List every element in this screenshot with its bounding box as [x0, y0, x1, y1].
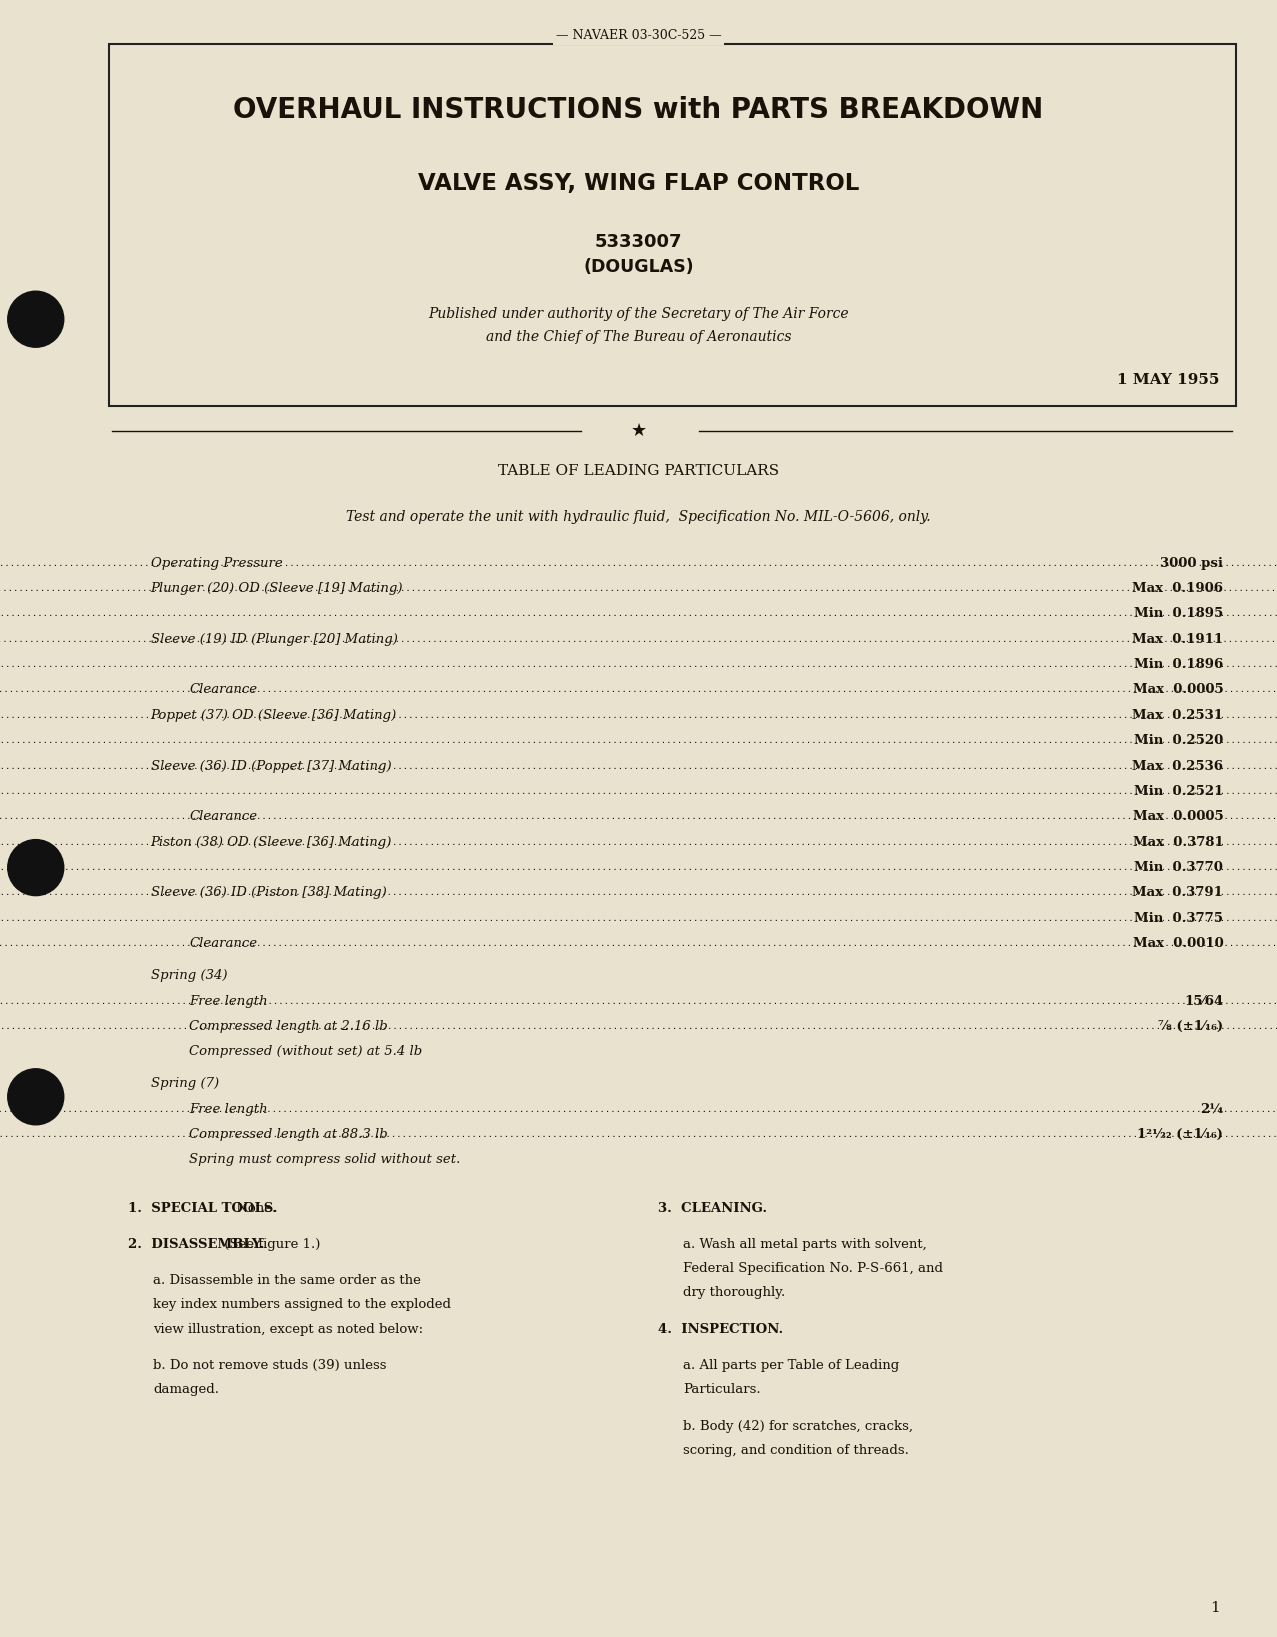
Text: and the Chief of The Bureau of Aeronautics: and the Chief of The Bureau of Aeronauti…	[485, 331, 792, 344]
Text: — NAVAER 03-30C-525 —: — NAVAER 03-30C-525 —	[555, 29, 722, 43]
Text: Spring (34): Spring (34)	[151, 969, 227, 982]
Text: Min  0.2520: Min 0.2520	[1134, 735, 1223, 746]
Text: ................................................................................: ........................................…	[0, 710, 1277, 720]
Text: 2¼: 2¼	[1200, 1103, 1223, 1115]
Text: ⅞ (±1⁄₁₆): ⅞ (±1⁄₁₆)	[1158, 1020, 1223, 1033]
Text: Test and operate the unit with hydraulic fluid,  Specification No. MIL-O-5606, o: Test and operate the unit with hydraulic…	[346, 511, 931, 524]
Text: ................................................................................: ........................................…	[0, 761, 1277, 771]
Text: Min  0.3770: Min 0.3770	[1134, 861, 1223, 874]
Text: OVERHAUL INSTRUCTIONS with PARTS BREAKDOWN: OVERHAUL INSTRUCTIONS with PARTS BREAKDO…	[234, 95, 1043, 124]
Text: None.: None.	[232, 1202, 276, 1215]
Text: Min  0.1895: Min 0.1895	[1134, 607, 1223, 620]
Text: Max  0.2536: Max 0.2536	[1133, 760, 1223, 773]
Text: Compressed length at 2.16 lb: Compressed length at 2.16 lb	[189, 1020, 388, 1033]
Text: Max  0.0010: Max 0.0010	[1133, 938, 1223, 949]
Text: Max  0.1911: Max 0.1911	[1133, 634, 1223, 645]
Text: ................................................................................: ........................................…	[0, 787, 1277, 796]
Text: 1: 1	[1209, 1601, 1220, 1614]
Text: Poppet (37) OD (Sleeve [36] Mating): Poppet (37) OD (Sleeve [36] Mating)	[151, 709, 397, 722]
Text: Sleeve (36) ID (Piston [38] Mating): Sleeve (36) ID (Piston [38] Mating)	[151, 887, 387, 899]
Text: Max  0.0005: Max 0.0005	[1133, 810, 1223, 823]
Text: ................................................................................: ........................................…	[0, 838, 1277, 846]
Text: dry thoroughly.: dry thoroughly.	[683, 1287, 785, 1300]
Text: ................................................................................: ........................................…	[0, 558, 1277, 568]
Text: ................................................................................: ........................................…	[0, 1105, 1277, 1113]
Text: Clearance: Clearance	[189, 810, 257, 823]
Text: (See figure 1.): (See figure 1.)	[221, 1238, 321, 1251]
Text: ................................................................................: ........................................…	[0, 1021, 1277, 1031]
Text: Min  0.1896: Min 0.1896	[1134, 658, 1223, 671]
Text: Published under authority of the Secretary of The Air Force: Published under authority of the Secreta…	[428, 308, 849, 321]
Circle shape	[8, 840, 64, 895]
Text: Plunger (20) OD (Sleeve [19] Mating): Plunger (20) OD (Sleeve [19] Mating)	[151, 583, 404, 594]
Text: ................................................................................: ........................................…	[0, 889, 1277, 897]
Text: 1.  SPECIAL TOOLS.: 1. SPECIAL TOOLS.	[128, 1202, 277, 1215]
Text: a. Wash all metal parts with solvent,: a. Wash all metal parts with solvent,	[683, 1238, 927, 1251]
Text: VALVE ASSY, WING FLAP CONTROL: VALVE ASSY, WING FLAP CONTROL	[418, 172, 859, 195]
Text: Spring (7): Spring (7)	[151, 1077, 218, 1090]
Text: Clearance: Clearance	[189, 684, 257, 696]
Text: ................................................................................: ........................................…	[0, 635, 1277, 643]
Text: 5333007: 5333007	[595, 234, 682, 250]
Text: Max  0.2531: Max 0.2531	[1133, 709, 1223, 722]
Text: Max  0.0005: Max 0.0005	[1133, 684, 1223, 696]
Text: Clearance: Clearance	[189, 938, 257, 949]
Text: Operating Pressure: Operating Pressure	[151, 557, 282, 570]
Text: ★: ★	[631, 422, 646, 439]
Text: view illustration, except as noted below:: view illustration, except as noted below…	[153, 1323, 424, 1336]
Text: a. Disassemble in the same order as the: a. Disassemble in the same order as the	[153, 1274, 421, 1287]
Text: Max  0.3781: Max 0.3781	[1133, 837, 1223, 848]
Text: 1²¹⁄₃₂ (±1⁄₁₆): 1²¹⁄₃₂ (±1⁄₁₆)	[1138, 1128, 1223, 1141]
Text: b. Do not remove studs (39) unless: b. Do not remove studs (39) unless	[153, 1359, 387, 1372]
Text: Federal Specification No. P-S-661, and: Federal Specification No. P-S-661, and	[683, 1262, 944, 1275]
Text: Piston (38) OD (Sleeve [36] Mating): Piston (38) OD (Sleeve [36] Mating)	[151, 837, 392, 848]
Text: scoring, and condition of threads.: scoring, and condition of threads.	[683, 1444, 909, 1457]
Circle shape	[8, 1069, 64, 1125]
Text: 4.  INSPECTION.: 4. INSPECTION.	[658, 1323, 783, 1336]
Text: ................................................................................: ........................................…	[0, 997, 1277, 1005]
Text: damaged.: damaged.	[153, 1383, 220, 1396]
Text: Max  0.1906: Max 0.1906	[1133, 583, 1223, 594]
Text: ................................................................................: ........................................…	[0, 940, 1277, 948]
Circle shape	[8, 291, 64, 347]
Bar	[109, 44, 1236, 406]
Text: Free length: Free length	[189, 1103, 268, 1115]
Text: 15⁄64: 15⁄64	[1184, 995, 1223, 1007]
Text: Particulars.: Particulars.	[683, 1383, 761, 1396]
Text: 3000 psi: 3000 psi	[1161, 557, 1223, 570]
Text: ................................................................................: ........................................…	[0, 686, 1277, 694]
Text: ................................................................................: ........................................…	[0, 1130, 1277, 1139]
Text: 1 MAY 1955: 1 MAY 1955	[1117, 373, 1220, 386]
Text: Sleeve (19) ID (Plunger [20] Mating): Sleeve (19) ID (Plunger [20] Mating)	[151, 634, 397, 645]
Text: key index numbers assigned to the exploded: key index numbers assigned to the explod…	[153, 1298, 451, 1311]
Text: TABLE OF LEADING PARTICULARS: TABLE OF LEADING PARTICULARS	[498, 465, 779, 478]
Text: Max  0.3791: Max 0.3791	[1133, 887, 1223, 899]
Text: ................................................................................: ........................................…	[0, 584, 1277, 593]
Text: ................................................................................: ........................................…	[0, 737, 1277, 745]
Text: ................................................................................: ........................................…	[0, 913, 1277, 923]
Text: ................................................................................: ........................................…	[0, 609, 1277, 619]
Text: ................................................................................: ........................................…	[0, 660, 1277, 670]
Text: ................................................................................: ........................................…	[0, 812, 1277, 822]
Text: Compressed (without set) at 5.4 lb: Compressed (without set) at 5.4 lb	[189, 1046, 423, 1058]
Text: Spring must compress solid without set.: Spring must compress solid without set.	[189, 1154, 461, 1166]
Text: Free length: Free length	[189, 995, 268, 1007]
Text: a. All parts per Table of Leading: a. All parts per Table of Leading	[683, 1359, 899, 1372]
Text: (DOUGLAS): (DOUGLAS)	[584, 259, 693, 275]
Text: 3.  CLEANING.: 3. CLEANING.	[658, 1202, 766, 1215]
Text: ................................................................................: ........................................…	[0, 863, 1277, 873]
Text: b. Body (42) for scratches, cracks,: b. Body (42) for scratches, cracks,	[683, 1419, 913, 1432]
Text: Sleeve (36) ID (Poppet [37] Mating): Sleeve (36) ID (Poppet [37] Mating)	[151, 760, 391, 773]
Text: Min  0.2521: Min 0.2521	[1134, 786, 1223, 797]
Text: 2.  DISASSEMBLY.: 2. DISASSEMBLY.	[128, 1238, 264, 1251]
Text: Min  0.3775: Min 0.3775	[1134, 912, 1223, 925]
Text: Compressed length at 88.3 lb: Compressed length at 88.3 lb	[189, 1128, 388, 1141]
